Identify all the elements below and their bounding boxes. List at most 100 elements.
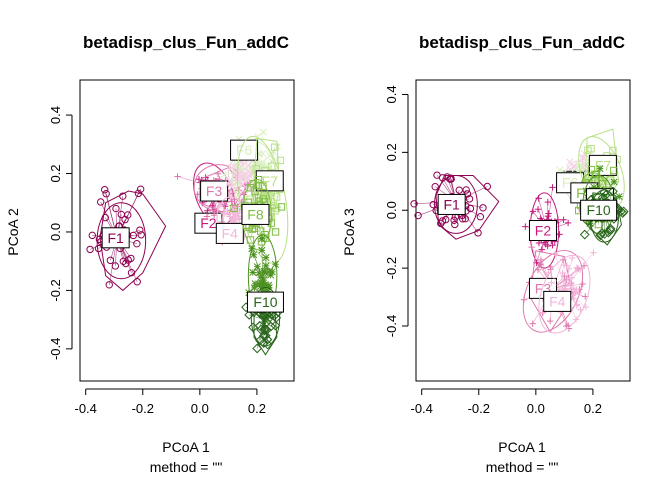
data-point bbox=[579, 229, 590, 240]
data-point bbox=[268, 162, 276, 170]
data-point bbox=[583, 174, 591, 183]
x-tick-label: -0.4 bbox=[411, 401, 433, 416]
group-label: F4 bbox=[222, 225, 239, 241]
group-label-box bbox=[528, 220, 557, 241]
chart-title: betadisp_clus_Fun_addC bbox=[419, 33, 625, 52]
data-point bbox=[276, 156, 285, 165]
data-point bbox=[577, 306, 584, 313]
data-point bbox=[259, 128, 267, 136]
data-point bbox=[136, 226, 144, 234]
data-point bbox=[414, 211, 422, 220]
data-point bbox=[248, 245, 256, 253]
data-point bbox=[226, 177, 234, 185]
group-label: F10 bbox=[253, 294, 277, 310]
spoke-line bbox=[223, 213, 235, 221]
plot-frame bbox=[79, 79, 295, 382]
group-label-box bbox=[101, 227, 130, 249]
data-point bbox=[545, 210, 552, 217]
data-point bbox=[240, 159, 248, 167]
y-axis: -0.4 -0.2 0.0 0.2 0.4 bbox=[48, 106, 73, 360]
data-point bbox=[229, 182, 237, 190]
spoke-line bbox=[242, 176, 251, 190]
group-f1: F1 bbox=[86, 185, 167, 292]
x-axis-sublabel: method = "" bbox=[486, 459, 559, 475]
data-point bbox=[443, 173, 451, 181]
data-point bbox=[579, 280, 586, 288]
spoke-line bbox=[564, 269, 581, 289]
data-point bbox=[556, 231, 563, 238]
group-hull bbox=[99, 190, 167, 292]
data-point bbox=[124, 256, 132, 264]
data-point bbox=[544, 242, 551, 250]
data-point bbox=[431, 182, 439, 191]
data-point bbox=[461, 215, 469, 223]
data-point bbox=[410, 200, 418, 208]
data-point bbox=[595, 230, 606, 241]
data-point bbox=[554, 216, 562, 223]
data-point bbox=[528, 243, 535, 251]
data-point bbox=[535, 195, 542, 202]
data-point bbox=[258, 279, 266, 287]
data-point bbox=[450, 216, 458, 224]
data-point bbox=[552, 250, 559, 257]
data-point bbox=[599, 187, 610, 198]
data-point bbox=[240, 191, 247, 198]
data-point bbox=[573, 302, 580, 309]
y-tick-label: -0.4 bbox=[48, 338, 63, 360]
data-point bbox=[260, 267, 268, 275]
data-point bbox=[250, 284, 258, 292]
data-point bbox=[466, 204, 475, 213]
spoke-line bbox=[564, 257, 573, 289]
data-point bbox=[259, 325, 270, 336]
spoke-line bbox=[548, 272, 565, 289]
y-axis: -0.4 -0.2 0.0 0.2 0.4 bbox=[384, 85, 409, 337]
data-point bbox=[534, 206, 542, 213]
data-point bbox=[262, 262, 270, 270]
data-point bbox=[265, 281, 273, 289]
data-point bbox=[249, 179, 257, 188]
x-axis-label: PCoA 1 bbox=[498, 439, 546, 455]
y-axis-label: PCoA 2 bbox=[5, 208, 21, 256]
data-point bbox=[455, 186, 463, 194]
plot-frame bbox=[415, 79, 631, 382]
spoke-line bbox=[263, 312, 270, 320]
data-point bbox=[539, 309, 547, 316]
data-point bbox=[271, 143, 279, 151]
data-point bbox=[134, 189, 143, 198]
data-point bbox=[605, 223, 616, 234]
data-point bbox=[259, 182, 267, 190]
data-point bbox=[476, 213, 485, 221]
data-point bbox=[251, 187, 259, 196]
data-point bbox=[587, 144, 595, 153]
data-point bbox=[610, 178, 618, 186]
data-point bbox=[232, 212, 240, 219]
data-point bbox=[529, 320, 536, 327]
plot-area: F1 F2 F3 F4 F6 F7 F8 F10 bbox=[86, 128, 289, 356]
data-point bbox=[216, 202, 224, 210]
data-point bbox=[258, 235, 266, 243]
panel-pcoa1-vs-pcoa2: betadisp_clus_Fun_addC PCoA 1 method = "… bbox=[5, 33, 295, 475]
data-point bbox=[112, 204, 120, 213]
data-point bbox=[608, 186, 618, 197]
data-point bbox=[251, 280, 259, 288]
x-axis-sublabel: method = "" bbox=[150, 459, 223, 475]
data-point bbox=[576, 266, 584, 273]
data-point bbox=[570, 295, 578, 303]
data-point bbox=[437, 219, 445, 228]
data-point bbox=[544, 198, 552, 206]
x-tick-label: 0.2 bbox=[584, 401, 602, 416]
data-point bbox=[266, 267, 274, 275]
spoke-line bbox=[261, 250, 263, 279]
spoke-line bbox=[249, 314, 265, 320]
data-point bbox=[556, 166, 564, 174]
dispersion-ellipse bbox=[538, 254, 591, 334]
group-label: F2 bbox=[200, 215, 217, 231]
x-tick-label: 0.0 bbox=[191, 401, 209, 416]
spoke-line bbox=[265, 190, 272, 217]
spoke-line bbox=[256, 266, 263, 279]
group-label: F2 bbox=[535, 223, 552, 239]
spoke-line bbox=[239, 167, 257, 170]
spoke-line bbox=[219, 205, 235, 221]
data-point bbox=[563, 322, 570, 330]
y-tick-label: 0.0 bbox=[384, 201, 399, 219]
